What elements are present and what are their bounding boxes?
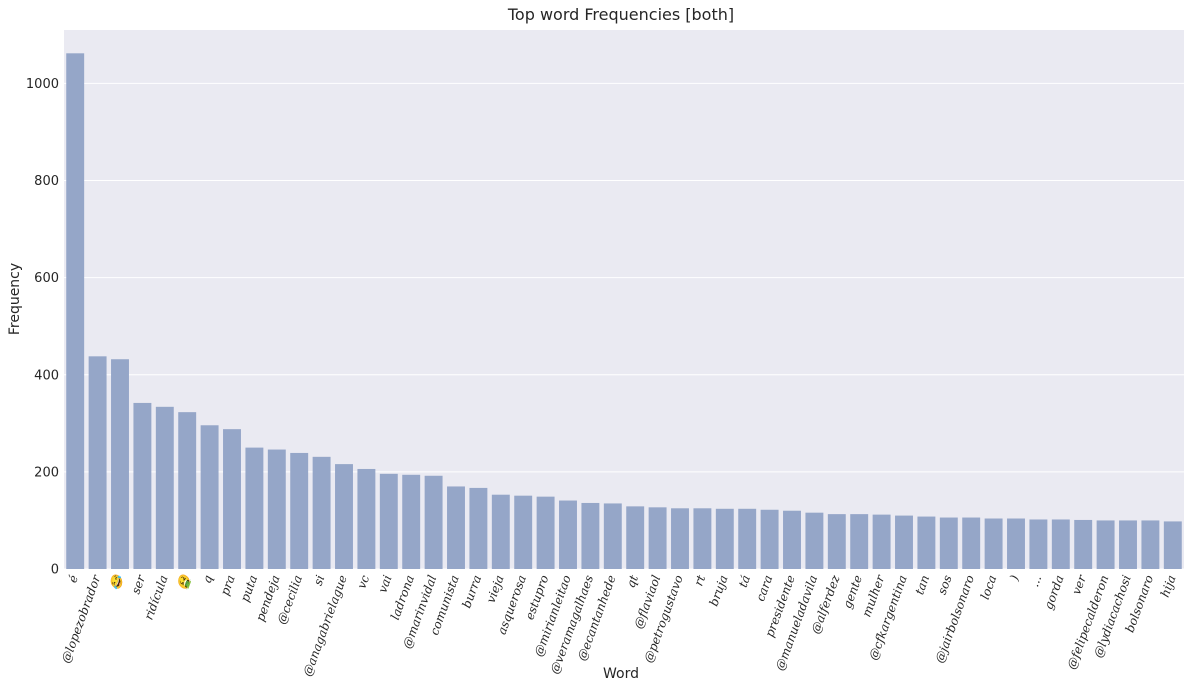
bar bbox=[805, 512, 824, 569]
x-tick-label: @anagabrielague bbox=[300, 573, 350, 678]
bar bbox=[514, 495, 533, 569]
bar bbox=[1141, 520, 1160, 569]
x-tick-label: vc bbox=[354, 573, 372, 591]
bar bbox=[491, 494, 510, 569]
bar bbox=[200, 425, 219, 569]
bar bbox=[1051, 519, 1070, 569]
bar bbox=[783, 510, 801, 569]
bars bbox=[66, 53, 1182, 570]
bar bbox=[559, 500, 577, 569]
bar bbox=[424, 475, 443, 569]
x-tick-label: ver bbox=[1069, 572, 1089, 596]
bar bbox=[290, 452, 309, 569]
x-tick-label: tá bbox=[736, 573, 753, 589]
x-tick-label: pra bbox=[218, 573, 238, 597]
x-axis-label: Word bbox=[603, 666, 639, 682]
bar bbox=[738, 508, 757, 569]
bar bbox=[469, 487, 488, 569]
bar bbox=[536, 496, 555, 569]
x-tick-label: hija bbox=[1158, 573, 1179, 599]
bar bbox=[917, 516, 936, 569]
bar bbox=[1163, 521, 1182, 569]
bar bbox=[335, 464, 353, 569]
x-tick-label: si bbox=[311, 573, 328, 587]
bar bbox=[1074, 519, 1093, 569]
y-tick-label: 600 bbox=[34, 271, 59, 286]
bar bbox=[603, 503, 622, 569]
bar bbox=[447, 486, 465, 569]
bar bbox=[402, 474, 421, 569]
x-tick-label: é bbox=[65, 573, 81, 584]
bar bbox=[178, 412, 197, 569]
x-tick-label: ser bbox=[129, 572, 149, 596]
bar bbox=[715, 508, 734, 569]
bar bbox=[88, 356, 107, 569]
x-tick-label: gorda bbox=[1041, 573, 1066, 611]
bar bbox=[939, 517, 958, 569]
x-tick-label: cara bbox=[753, 573, 775, 603]
y-tick-labels: 0 200 400 600 800 1000 bbox=[26, 77, 59, 578]
bar bbox=[111, 359, 129, 569]
bar bbox=[581, 502, 600, 569]
bar bbox=[962, 517, 981, 569]
chart-title: Top word Frequencies [both] bbox=[507, 5, 734, 24]
y-axis-label: Frequency bbox=[7, 263, 23, 335]
bar bbox=[379, 473, 398, 569]
x-tick-label: puta bbox=[238, 573, 261, 604]
x-tick-label: sos bbox=[935, 573, 955, 596]
x-tick-label: qt bbox=[624, 573, 641, 590]
x-tick-label: ... bbox=[1027, 573, 1044, 589]
bar bbox=[312, 456, 331, 569]
bar bbox=[223, 429, 241, 569]
bar bbox=[1119, 520, 1137, 569]
bar bbox=[671, 508, 689, 569]
bar bbox=[872, 514, 891, 569]
bar bbox=[267, 449, 286, 569]
bar bbox=[155, 406, 174, 569]
bar bbox=[895, 515, 913, 569]
bar bbox=[1096, 520, 1115, 569]
x-tick-label: vieja bbox=[484, 573, 507, 605]
bar bbox=[693, 508, 712, 569]
y-tick-label: 800 bbox=[34, 174, 59, 189]
bar bbox=[357, 468, 376, 569]
bar bbox=[827, 514, 846, 569]
y-tick-label: 1000 bbox=[26, 77, 59, 92]
bar bbox=[66, 53, 85, 570]
y-tick-label: 400 bbox=[34, 368, 59, 383]
x-tick-label: 🤮 bbox=[175, 571, 194, 592]
x-tick-label: tan bbox=[912, 573, 932, 596]
x-tick-label: ) bbox=[1007, 573, 1022, 583]
bar bbox=[1029, 519, 1048, 569]
bar bbox=[626, 506, 645, 569]
bar bbox=[1007, 518, 1025, 569]
x-tick-label: @lopezobrador bbox=[59, 572, 104, 665]
x-tick-label: rt bbox=[691, 573, 708, 588]
y-tick-label: 0 bbox=[51, 563, 59, 578]
x-tick-label: vai bbox=[375, 573, 394, 595]
bar bbox=[850, 514, 869, 569]
bar bbox=[760, 509, 779, 569]
x-tick-label: gente bbox=[840, 573, 865, 610]
x-tick-label: bruja bbox=[707, 573, 731, 608]
bar bbox=[984, 518, 1003, 569]
x-tick-label: burra bbox=[459, 573, 484, 610]
y-tick-label: 200 bbox=[34, 465, 59, 480]
x-tick-label: loca bbox=[978, 573, 1000, 601]
x-tick-label: 😂 bbox=[107, 570, 127, 593]
bar bbox=[245, 447, 264, 569]
bar bbox=[648, 507, 667, 569]
x-tick-label: q bbox=[200, 573, 216, 585]
bar bbox=[133, 402, 152, 569]
